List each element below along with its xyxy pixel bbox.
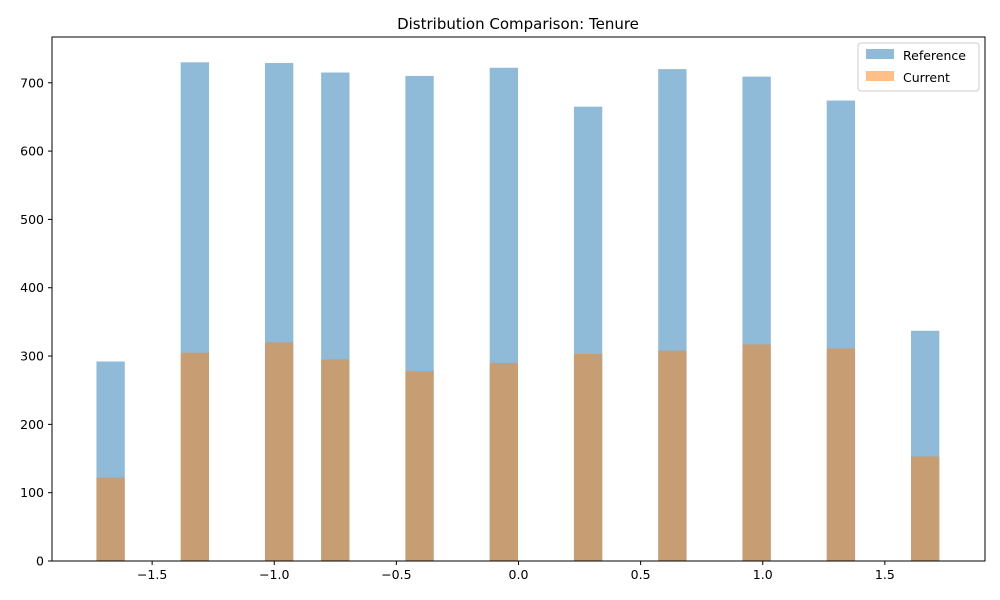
y-tick-label-0: 0 — [36, 554, 44, 569]
x-tick-label-6: 1.5 — [875, 567, 895, 582]
bar-current-1 — [180, 352, 210, 561]
bar-current-9 — [826, 348, 856, 561]
bar-current-0 — [96, 477, 125, 561]
y-tick-label-6: 600 — [20, 144, 44, 159]
x-tick-label-5: 1.0 — [753, 567, 773, 582]
y-tick-label-5: 500 — [20, 212, 44, 227]
chart-title: Distribution Comparison: Tenure — [397, 15, 639, 33]
legend-swatch-reference — [866, 49, 894, 59]
legend-label-reference: Reference — [903, 48, 966, 63]
x-tick-label-0: −1.5 — [137, 567, 167, 582]
bar-current-7 — [658, 350, 687, 561]
bar-current-10 — [911, 456, 940, 561]
x-tick-label-4: 0.5 — [631, 567, 651, 582]
y-tick-label-4: 400 — [20, 280, 44, 295]
legend-swatch-current — [866, 71, 894, 81]
bar-current-8 — [742, 344, 771, 561]
y-tick-label-1: 100 — [20, 485, 44, 500]
x-tick-label-2: −0.5 — [381, 567, 411, 582]
bar-current-5 — [489, 362, 519, 561]
x-tick-label-3: 0.0 — [509, 567, 529, 582]
legend-label-current: Current — [903, 70, 950, 85]
bar-current-2 — [264, 342, 294, 561]
y-tick-label-7: 700 — [20, 75, 44, 90]
y-tick-label-2: 200 — [20, 417, 44, 432]
bar-current-6 — [573, 354, 603, 561]
y-tick-label-3: 300 — [20, 349, 44, 364]
bar-current-4 — [405, 371, 434, 561]
axes-group: −1.5 −1.0 −0.5 0.0 0.5 1.0 1.5 0 100 200 300 400 500… — [20, 36, 986, 582]
bars-group — [96, 62, 940, 562]
bar-current-3 — [321, 359, 350, 561]
x-tick-label-1: −1.0 — [259, 567, 289, 582]
legend: Reference Current — [857, 42, 980, 92]
